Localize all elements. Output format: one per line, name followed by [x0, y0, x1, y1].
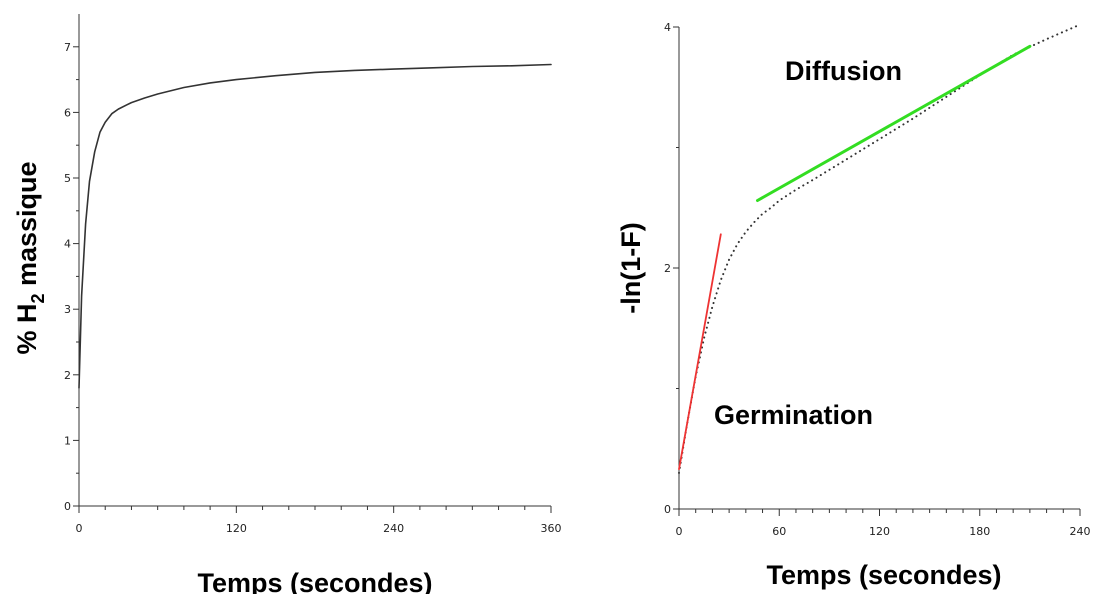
- left-y-tick-label: 7: [64, 41, 71, 54]
- annotation-germination: Germination: [714, 400, 873, 430]
- left-x-tick-label: 360: [541, 522, 562, 535]
- left-y-axis-title: % H2 massique: [12, 161, 48, 354]
- right-x-tick-label: 180: [969, 525, 990, 538]
- left-y-title-subscript: 2: [28, 294, 48, 304]
- right-y-tick-label: 4: [664, 21, 671, 34]
- right-series: [678, 23, 1081, 474]
- left-series-line-0: [78, 63, 552, 389]
- left-y-tick-label: 4: [64, 238, 71, 251]
- left-y-tick-label: 1: [64, 434, 71, 447]
- right-y-tick-label: 2: [664, 262, 671, 275]
- annotation-diffusion: Diffusion: [785, 56, 902, 86]
- right-x-tick-label: 120: [869, 525, 890, 538]
- left-y-tick-label: 0: [64, 500, 71, 513]
- right-series-line-2: [756, 44, 1032, 202]
- right-y-tick-label: 0: [664, 503, 671, 516]
- left-y-title-prefix: % H: [12, 304, 42, 355]
- right-x-tick-label: 60: [772, 525, 786, 538]
- left-x-tick-label: 240: [383, 522, 404, 535]
- left-y-tick-label: 3: [64, 303, 71, 316]
- right-x-axis-title: Temps (secondes): [766, 560, 1001, 590]
- left-x-tick-label: 0: [76, 522, 83, 535]
- right-y-axis-title: -ln(1-F): [616, 222, 646, 313]
- right-series-line-1: [678, 233, 722, 471]
- right-x-tick-label: 240: [1070, 525, 1091, 538]
- left-series: [78, 63, 552, 389]
- left-x-tick-label: 120: [226, 522, 247, 535]
- right-series-line-0: [678, 23, 1081, 474]
- left-y-tick-label: 5: [64, 172, 71, 185]
- left-y-tick-label: 2: [64, 369, 71, 382]
- left-y-tick-label: 6: [64, 106, 71, 119]
- left-y-title-suffix: massique: [12, 161, 42, 293]
- left-axes: 0 1 2 3 4 5 6 7 0 120 240 360: [64, 14, 562, 535]
- right-x-tick-label: 0: [676, 525, 683, 538]
- left-x-axis-title: Temps (secondes): [197, 568, 432, 594]
